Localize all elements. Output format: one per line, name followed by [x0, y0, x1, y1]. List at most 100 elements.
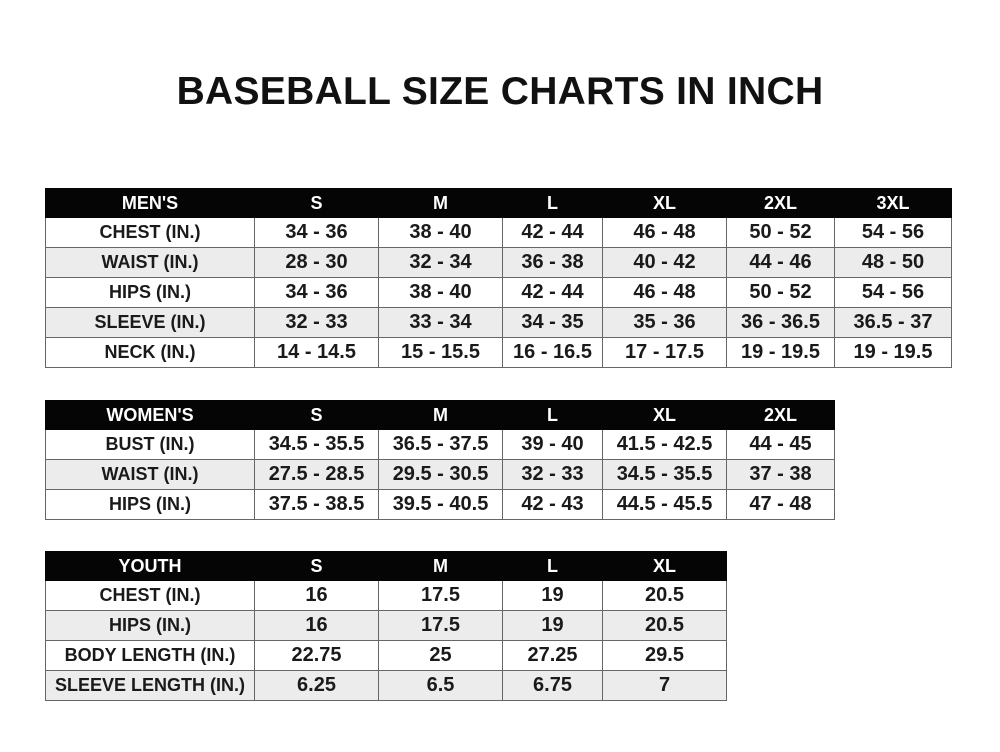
size-value: 48 - 50	[834, 247, 952, 278]
size-value: 6.75	[502, 670, 603, 701]
size-value: 34 - 36	[254, 217, 379, 248]
size-value: 32 - 33	[502, 459, 603, 490]
measurement-label: HIPS (IN.)	[45, 489, 255, 520]
size-value: 6.25	[254, 670, 379, 701]
size-header: M	[378, 188, 503, 218]
size-value: 50 - 52	[726, 217, 835, 248]
size-header: 2XL	[726, 400, 835, 430]
size-value: 32 - 33	[254, 307, 379, 338]
youth-size-table: YOUTH S M L XL CHEST (IN.) 16 17.5 19 20.5 HIPS (I…	[45, 551, 727, 701]
size-value: 29.5	[602, 640, 727, 671]
measurement-label: BUST (IN.)	[45, 429, 255, 460]
measurement-label: SLEEVE (IN.)	[45, 307, 255, 338]
table-row: SLEEVE (IN.) 32 - 33 33 - 34 34 - 35 35 - 36…	[45, 307, 952, 338]
measurement-label: NECK (IN.)	[45, 337, 255, 368]
category-header: YOUTH	[45, 551, 255, 581]
size-value: 22.75	[254, 640, 379, 671]
size-header: S	[254, 188, 379, 218]
table-row: CHEST (IN.) 16 17.5 19 20.5	[45, 580, 727, 611]
womens-size-table: WOMEN'S S M L XL 2XL BUST (IN.) 34.5 - 35.5 36.5…	[45, 400, 835, 520]
size-header: 2XL	[726, 188, 835, 218]
measurement-label: BODY LENGTH (IN.)	[45, 640, 255, 671]
size-value: 38 - 40	[378, 217, 503, 248]
size-value: 36.5 - 37.5	[378, 429, 503, 460]
mens-size-table: MEN'S S M L XL 2XL 3XL CHEST (IN.) 34 - 36 38 - 4…	[45, 188, 952, 368]
size-value: 17 - 17.5	[602, 337, 727, 368]
size-value: 20.5	[602, 610, 727, 641]
size-value: 50 - 52	[726, 277, 835, 308]
size-value: 40 - 42	[602, 247, 727, 278]
size-value: 42 - 44	[502, 217, 603, 248]
size-value: 15 - 15.5	[378, 337, 503, 368]
size-header: 3XL	[834, 188, 952, 218]
measurement-label: CHEST (IN.)	[45, 217, 255, 248]
size-value: 20.5	[602, 580, 727, 611]
size-value: 29.5 - 30.5	[378, 459, 503, 490]
size-value: 7	[602, 670, 727, 701]
size-value: 27.5 - 28.5	[254, 459, 379, 490]
size-value: 34.5 - 35.5	[254, 429, 379, 460]
header-row: MEN'S S M L XL 2XL 3XL	[45, 188, 952, 218]
size-value: 42 - 43	[502, 489, 603, 520]
size-value: 39 - 40	[502, 429, 603, 460]
size-header: L	[502, 188, 603, 218]
size-value: 34 - 35	[502, 307, 603, 338]
size-value: 37 - 38	[726, 459, 835, 490]
size-value: 47 - 48	[726, 489, 835, 520]
size-value: 16 - 16.5	[502, 337, 603, 368]
size-value: 44.5 - 45.5	[602, 489, 727, 520]
measurement-label: WAIST (IN.)	[45, 247, 255, 278]
measurement-label: HIPS (IN.)	[45, 610, 255, 641]
size-value: 33 - 34	[378, 307, 503, 338]
size-header: L	[502, 400, 603, 430]
table-row: SLEEVE LENGTH (IN.) 6.25 6.5 6.75 7	[45, 670, 727, 701]
size-value: 17.5	[378, 580, 503, 611]
table-row: WAIST (IN.) 27.5 - 28.5 29.5 - 30.5 32 - 33…	[45, 459, 835, 490]
size-value: 46 - 48	[602, 277, 727, 308]
size-value: 42 - 44	[502, 277, 603, 308]
size-header: XL	[602, 188, 727, 218]
size-value: 36.5 - 37	[834, 307, 952, 338]
size-value: 25	[378, 640, 503, 671]
size-value: 27.25	[502, 640, 603, 671]
size-value: 19	[502, 580, 603, 611]
size-value: 37.5 - 38.5	[254, 489, 379, 520]
size-value: 32 - 34	[378, 247, 503, 278]
table-row: HIPS (IN.) 34 - 36 38 - 40 42 - 44 46 - 48 50…	[45, 277, 952, 308]
size-value: 44 - 46	[726, 247, 835, 278]
size-value: 36 - 36.5	[726, 307, 835, 338]
table-row: BUST (IN.) 34.5 - 35.5 36.5 - 37.5 39 - 40 4…	[45, 429, 835, 460]
size-value: 44 - 45	[726, 429, 835, 460]
size-header: XL	[602, 400, 727, 430]
table-row: WAIST (IN.) 28 - 30 32 - 34 36 - 38 40 - 42 4…	[45, 247, 952, 278]
size-value: 34.5 - 35.5	[602, 459, 727, 490]
size-value: 54 - 56	[834, 277, 952, 308]
page-title: BASEBALL SIZE CHARTS IN INCH	[176, 70, 824, 113]
size-header: M	[378, 400, 503, 430]
size-value: 41.5 - 42.5	[602, 429, 727, 460]
table-row: CHEST (IN.) 34 - 36 38 - 40 42 - 44 46 - 48 5…	[45, 217, 952, 248]
measurement-label: WAIST (IN.)	[45, 459, 255, 490]
size-value: 6.5	[378, 670, 503, 701]
size-value: 17.5	[378, 610, 503, 641]
table-row: HIPS (IN.) 16 17.5 19 20.5	[45, 610, 727, 641]
table-row: NECK (IN.) 14 - 14.5 15 - 15.5 16 - 16.5 17 …	[45, 337, 952, 368]
measurement-label: HIPS (IN.)	[45, 277, 255, 308]
size-header: S	[254, 400, 379, 430]
size-value: 16	[254, 610, 379, 641]
size-header: XL	[602, 551, 727, 581]
header-row: WOMEN'S S M L XL 2XL	[45, 400, 835, 430]
size-value: 34 - 36	[254, 277, 379, 308]
size-header: L	[502, 551, 603, 581]
size-value: 14 - 14.5	[254, 337, 379, 368]
table-row: HIPS (IN.) 37.5 - 38.5 39.5 - 40.5 42 - 43 4…	[45, 489, 835, 520]
size-value: 19	[502, 610, 603, 641]
size-header: S	[254, 551, 379, 581]
size-value: 36 - 38	[502, 247, 603, 278]
size-value: 54 - 56	[834, 217, 952, 248]
size-header: M	[378, 551, 503, 581]
measurement-label: SLEEVE LENGTH (IN.)	[45, 670, 255, 701]
size-value: 19 - 19.5	[834, 337, 952, 368]
size-value: 38 - 40	[378, 277, 503, 308]
size-value: 19 - 19.5	[726, 337, 835, 368]
